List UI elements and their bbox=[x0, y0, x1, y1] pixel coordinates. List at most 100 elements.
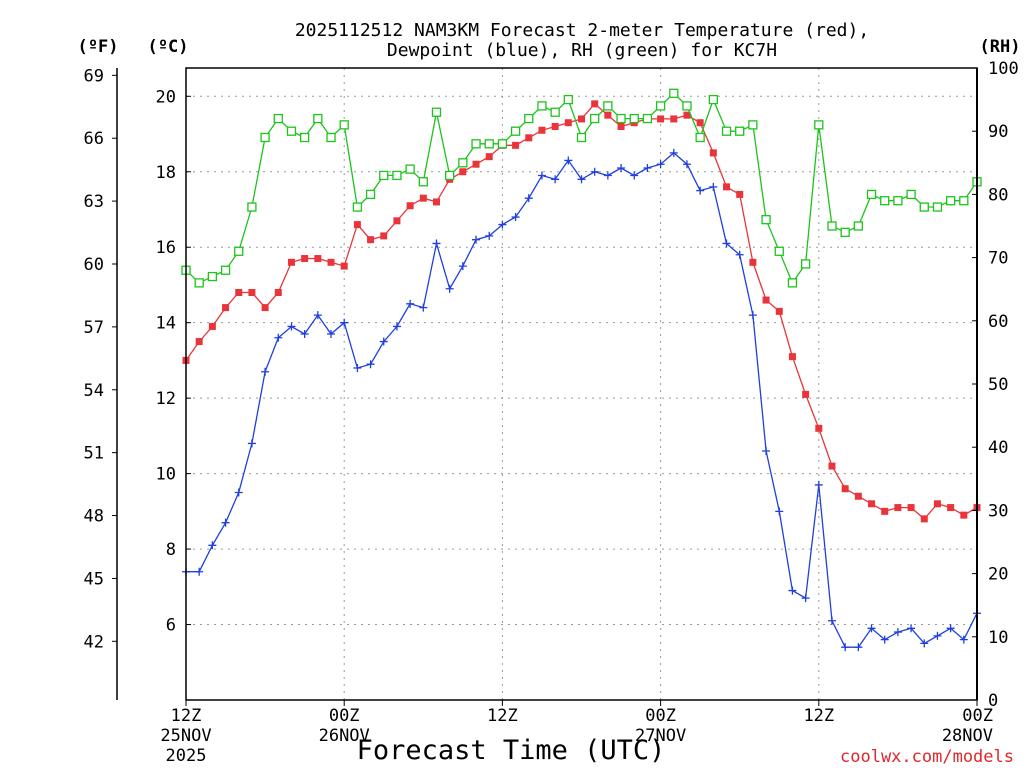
fahrenheit-tick-label: 63 bbox=[84, 192, 104, 212]
temperature-point bbox=[617, 122, 625, 130]
rh-point bbox=[603, 101, 613, 111]
dewpoint-point bbox=[313, 311, 322, 320]
temperature-point bbox=[406, 202, 414, 210]
dewpoint-point bbox=[643, 163, 652, 172]
rh-tick-label: 40 bbox=[988, 438, 1008, 458]
rh-point bbox=[616, 113, 626, 124]
temperature-point bbox=[195, 338, 203, 346]
temperature-point bbox=[868, 500, 876, 508]
rh-tick-label: 60 bbox=[988, 312, 1008, 332]
dewpoint-point bbox=[867, 624, 876, 633]
temperature-point bbox=[854, 492, 862, 500]
rh-point bbox=[286, 126, 297, 136]
temperature-point bbox=[709, 149, 717, 157]
dewpoint-point bbox=[392, 322, 401, 331]
rh-point bbox=[352, 202, 363, 212]
dewpoint-point bbox=[195, 567, 204, 576]
rh-point bbox=[945, 196, 956, 206]
rh-point bbox=[866, 189, 877, 200]
rh-point bbox=[629, 113, 639, 124]
rh-point bbox=[313, 113, 323, 124]
temperature-point bbox=[683, 111, 691, 119]
rh-unit-label: (RH) bbox=[980, 37, 1021, 57]
celsius-tick-label: 16 bbox=[156, 238, 176, 258]
dewpoint-point bbox=[327, 330, 336, 339]
dewpoint-point bbox=[907, 624, 916, 633]
rh-point bbox=[484, 139, 494, 149]
dewpoint-point bbox=[893, 628, 902, 637]
fahrenheit-tick-label: 45 bbox=[84, 569, 104, 589]
rh-point bbox=[840, 227, 850, 237]
rh-point bbox=[273, 113, 283, 124]
chart-title-line1: 2025112512 NAM3KM Forecast 2-meter Tempe… bbox=[295, 20, 869, 41]
dewpoint-point bbox=[564, 156, 573, 165]
temperature-point bbox=[736, 190, 744, 198]
rh-point bbox=[497, 139, 508, 149]
dewpoint-point bbox=[472, 235, 481, 244]
dewpoint-point bbox=[959, 635, 968, 644]
rh-point bbox=[563, 94, 573, 105]
rh-point bbox=[853, 221, 863, 231]
temperature-point bbox=[841, 485, 849, 493]
dewpoint-point bbox=[775, 507, 784, 516]
celsius-tick-label: 8 bbox=[166, 540, 176, 560]
rh-point bbox=[642, 113, 653, 124]
rh-point bbox=[471, 139, 481, 149]
dewpoint-point bbox=[656, 160, 665, 169]
temperature-point bbox=[472, 160, 480, 168]
temperature-point bbox=[960, 511, 968, 519]
rh-point bbox=[708, 94, 718, 105]
dewpoint-point bbox=[722, 239, 731, 248]
rh-point bbox=[379, 170, 389, 181]
x-tick-label-time: 00Z bbox=[329, 706, 360, 726]
temperature-point bbox=[723, 183, 731, 191]
temperature-point bbox=[564, 119, 572, 127]
temperature-point bbox=[881, 507, 889, 515]
rh-point bbox=[735, 126, 745, 136]
fahrenheit-tick-label: 51 bbox=[84, 444, 104, 464]
rh-point bbox=[550, 107, 560, 117]
rh-point bbox=[576, 132, 587, 143]
dewpoint-point bbox=[788, 586, 797, 595]
dewpoint-point bbox=[498, 220, 507, 229]
celsius-tick-label: 14 bbox=[156, 314, 176, 334]
dewpoint-point bbox=[300, 330, 309, 339]
rh-tick-label: 30 bbox=[988, 501, 1008, 521]
dewpoint-point bbox=[669, 148, 678, 157]
credit-link[interactable]: coolwx.com/models bbox=[840, 747, 1014, 767]
temperature-point bbox=[749, 258, 757, 266]
temperature-point bbox=[762, 296, 770, 304]
dewpoint-point bbox=[419, 303, 428, 312]
rh-point bbox=[299, 132, 310, 143]
dewpoint-point bbox=[432, 239, 441, 248]
dewpoint-point bbox=[366, 360, 375, 369]
dewpoint-point bbox=[801, 594, 810, 603]
temperature-point bbox=[353, 221, 361, 229]
rh-tick-label: 10 bbox=[988, 628, 1008, 648]
rh-point bbox=[431, 107, 442, 117]
x-tick-label-date: 26NOV bbox=[319, 726, 370, 746]
dewpoint-point bbox=[340, 318, 349, 327]
temperature-point bbox=[775, 307, 783, 315]
dewpoint-point bbox=[748, 311, 757, 320]
dewpoint-point bbox=[854, 643, 863, 652]
dewpoint-point bbox=[577, 175, 586, 184]
temperature-point bbox=[274, 289, 282, 297]
fahrenheit-tick-label: 48 bbox=[84, 507, 104, 527]
rh-point bbox=[537, 101, 547, 111]
x-tick-label-time: 00Z bbox=[962, 706, 993, 726]
rh-point bbox=[445, 170, 455, 181]
dewpoint-point bbox=[524, 194, 533, 203]
x-tick-label-time: 00Z bbox=[645, 706, 676, 726]
rh-tick-label: 70 bbox=[988, 249, 1008, 269]
x-tick-label-year: 2025 bbox=[166, 746, 207, 766]
rh-point bbox=[458, 158, 468, 168]
temperature-point bbox=[933, 500, 941, 508]
dewpoint-point bbox=[682, 160, 691, 169]
dewpoint-point bbox=[234, 488, 243, 497]
temperature-point bbox=[920, 515, 928, 523]
rh-point bbox=[800, 259, 811, 269]
dewpoint-point bbox=[221, 518, 230, 527]
dewpoint-point bbox=[287, 322, 296, 331]
